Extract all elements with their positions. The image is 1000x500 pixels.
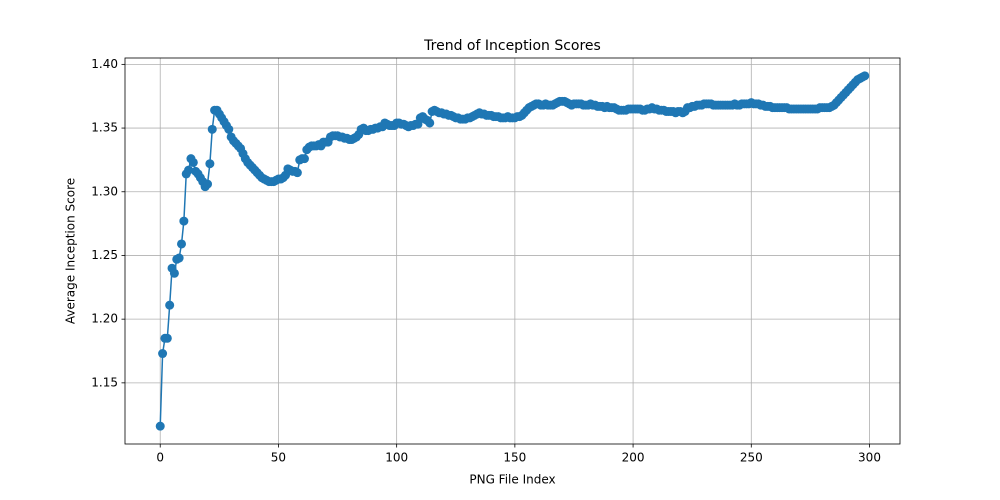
x-tick-label: 250 — [740, 451, 763, 465]
data-point — [158, 349, 168, 359]
x-tick-label: 100 — [385, 451, 408, 465]
y-tick-label: 1.40 — [91, 57, 118, 71]
x-tick-label: 150 — [503, 451, 526, 465]
x-tick-label: 0 — [156, 451, 164, 465]
data-point — [224, 124, 234, 134]
data-point — [179, 216, 189, 226]
data-point — [292, 168, 302, 178]
x-tick-label: 50 — [271, 451, 286, 465]
data-point — [174, 253, 184, 263]
data-point — [162, 333, 172, 343]
data-point — [425, 118, 435, 128]
y-tick-label: 1.35 — [91, 121, 118, 135]
y-tick-label: 1.30 — [91, 184, 118, 198]
data-point — [207, 124, 217, 134]
y-tick-label: 1.25 — [91, 248, 118, 262]
x-tick-label: 300 — [858, 451, 881, 465]
data-point — [155, 421, 165, 431]
chart-title: Trend of Inception Scores — [423, 38, 601, 54]
data-point — [203, 179, 213, 189]
data-point — [165, 300, 175, 310]
data-point — [188, 157, 198, 167]
data-point — [184, 165, 194, 175]
x-tick-label: 200 — [622, 451, 645, 465]
y-tick-label: 1.15 — [91, 375, 118, 389]
plot-frame — [124, 57, 901, 445]
data-point — [205, 159, 215, 169]
x-axis-label: PNG File Index — [469, 473, 555, 487]
data-point — [177, 239, 187, 249]
data-point — [169, 268, 179, 278]
y-tick-label: 1.20 — [91, 312, 118, 326]
y-axis-label: Average Inception Score — [64, 178, 78, 324]
data-point — [860, 71, 870, 81]
data-point — [299, 154, 309, 164]
